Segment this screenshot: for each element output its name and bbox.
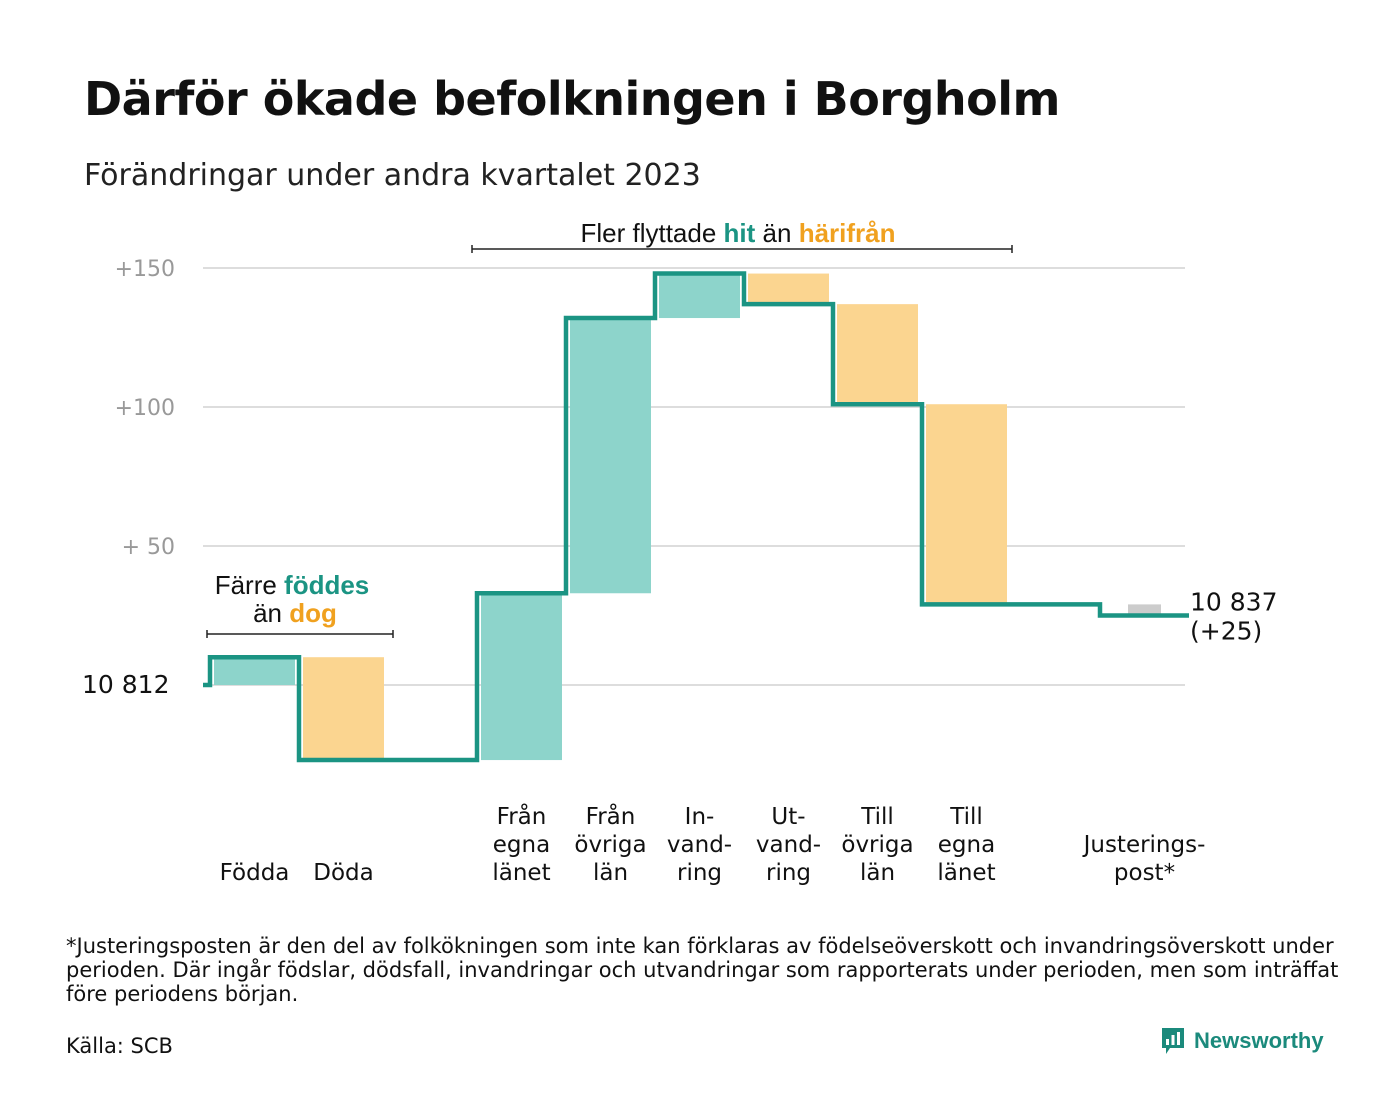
annotation-highlight-orange: dog — [289, 598, 337, 628]
waterfall-bar — [303, 657, 384, 761]
category-label: länet — [937, 860, 995, 886]
waterfall-bar — [748, 273, 829, 305]
annotation-highlight-teal: föddes — [284, 570, 369, 600]
category-label: egna — [493, 832, 550, 858]
annotation-text: än — [755, 218, 798, 248]
cumulative-line — [203, 271, 1189, 763]
end-value-label: 10 837 — [1190, 588, 1277, 617]
category-label: Från — [497, 802, 547, 830]
annotation-text: Fler flyttade — [580, 218, 723, 248]
category-label: län — [593, 860, 628, 886]
category-label: post* — [1114, 860, 1175, 886]
annotation-highlight-orange: härifrån — [799, 218, 896, 248]
y-tick-label: +150 — [115, 257, 175, 282]
chart-subtitle: Förändringar under andra kvartalet 2023 — [84, 158, 701, 193]
category-label: Till — [949, 804, 983, 830]
annotation-text: än — [253, 598, 289, 628]
waterfall-bar — [1128, 604, 1161, 616]
waterfall-bar — [659, 273, 740, 319]
y-tick-label: + 50 — [122, 535, 175, 560]
category-label: egna — [938, 832, 995, 858]
migration-annotation: Fler flyttade hit än härifrån — [580, 218, 895, 248]
category-label: ring — [766, 860, 811, 886]
category-label: Döda — [313, 860, 373, 886]
annotation-text: Färre — [215, 570, 284, 600]
category-label: övriga — [841, 832, 913, 858]
y-tick-label: +100 — [115, 396, 175, 421]
category-label: Justerings- — [1082, 832, 1206, 858]
footnote: *Justeringsposten är den del av folkökni… — [66, 934, 1339, 1006]
waterfall-bar — [926, 404, 1007, 605]
annotation-highlight-teal: hit — [724, 218, 756, 248]
category-label: Födda — [220, 860, 290, 886]
category-label: övriga — [574, 832, 646, 858]
newsworthy-logo-icon — [1162, 1028, 1184, 1054]
category-label: länet — [492, 860, 550, 886]
births-annotation-line1: Färre föddes — [215, 570, 370, 600]
end-change-label: (+25) — [1190, 617, 1262, 646]
category-label: vand- — [667, 832, 732, 858]
brand-logo: Newsworthy — [1160, 1026, 1324, 1056]
category-label: vand- — [756, 832, 821, 858]
waterfall-bar — [481, 593, 562, 761]
start-value-label: 10 812 — [82, 670, 169, 699]
category-label: In- — [685, 804, 715, 830]
births-annotation-line2: än dog — [253, 598, 337, 628]
category-label: Ut- — [771, 804, 805, 830]
waterfall-bar — [837, 304, 918, 405]
source-note: Källa: SCB — [66, 1034, 173, 1058]
category-label: län — [860, 860, 895, 886]
brand-name: Newsworthy — [1194, 1028, 1324, 1053]
waterfall-bar — [570, 318, 651, 594]
category-label: Från — [586, 802, 636, 830]
waterfall-bar — [214, 657, 295, 685]
chart-title: Därför ökade befolkningen i Borgholm — [84, 72, 1060, 126]
category-label: Till — [860, 804, 894, 830]
category-label: ring — [677, 860, 722, 886]
